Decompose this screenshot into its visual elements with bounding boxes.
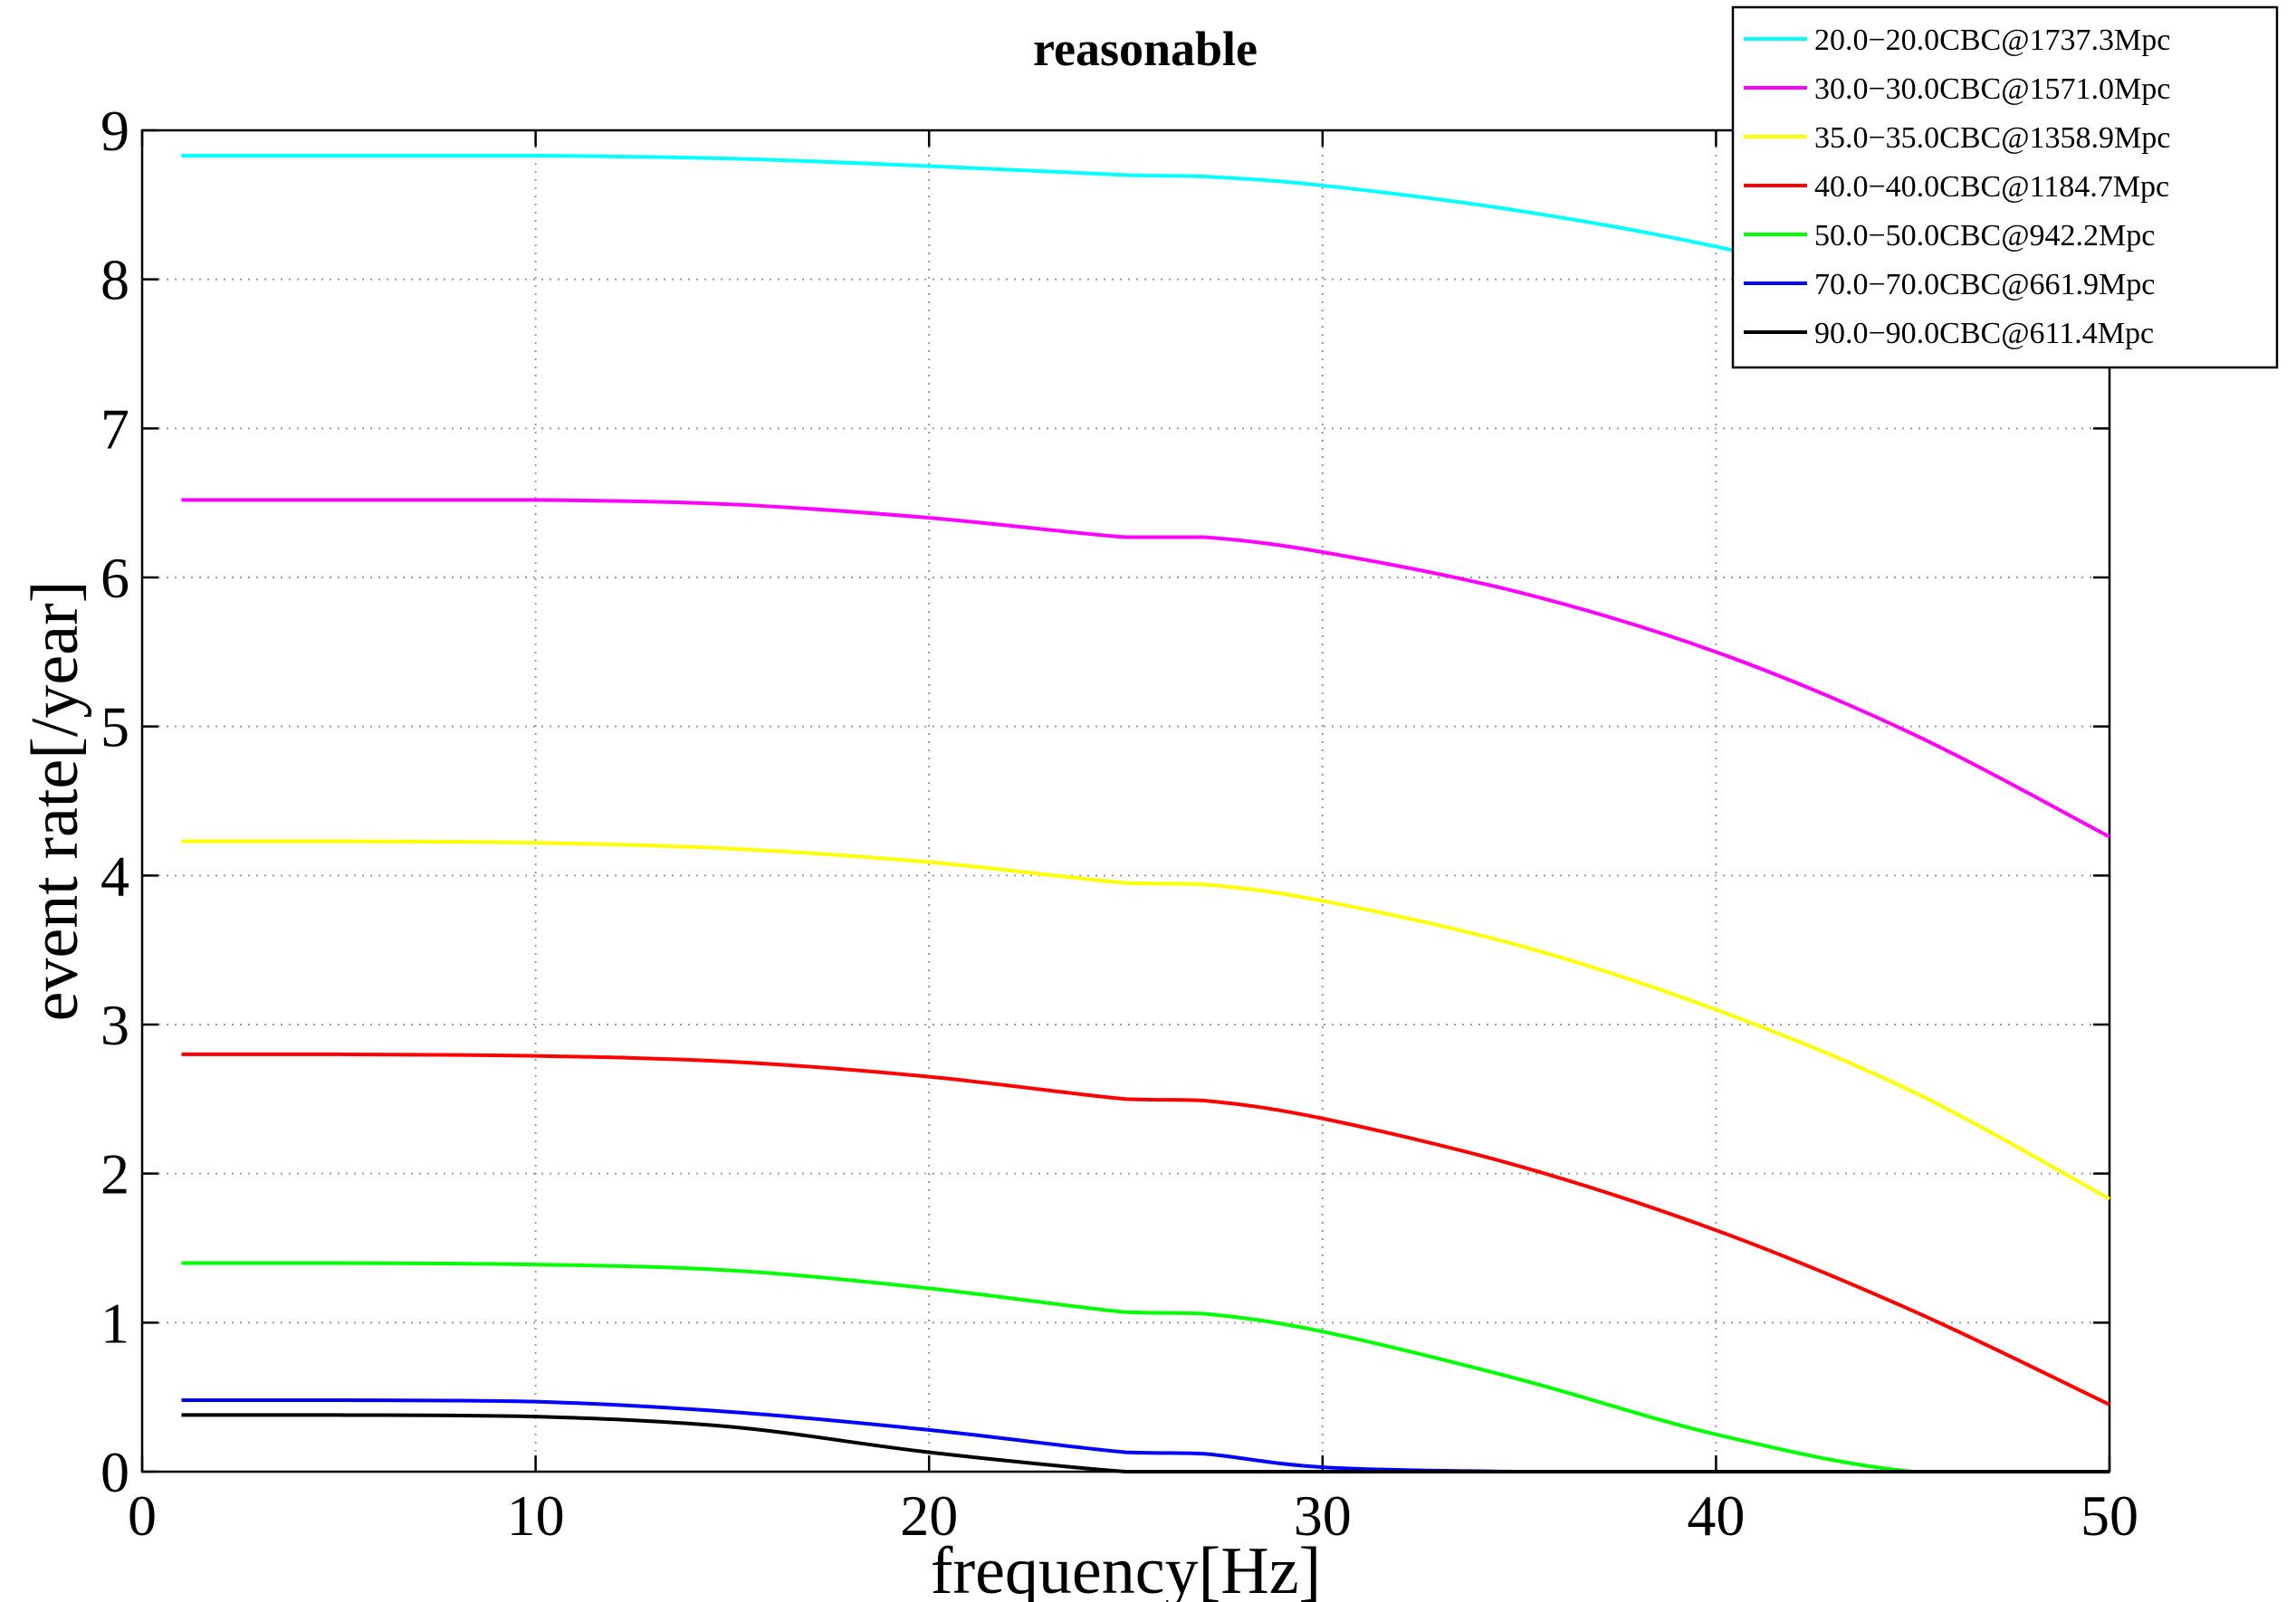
y-tick-label: 9: [100, 99, 129, 163]
legend-label: 90.0−90.0CBC@611.4Mpc: [1814, 317, 2154, 350]
legend-box: [1731, 5, 2279, 369]
y-tick-label: 4: [100, 844, 129, 908]
series-line: [181, 1413, 2109, 1474]
legend-label: 40.0−40.0CBC@1184.7Mpc: [1814, 170, 2169, 204]
y-tick-label: 0: [100, 1440, 129, 1504]
x-tick-label: 0: [128, 1483, 157, 1548]
chart-title: reasonable: [1033, 22, 1258, 76]
legend-label: 30.0−30.0CBC@1571.0Mpc: [1814, 72, 2170, 106]
y-tick-label: 7: [100, 396, 129, 461]
legend-label: 20.0−20.0CBC@1737.3Mpc: [1814, 24, 2170, 57]
ticks: 0 10 20 30 40 50 0 1 2 3 4 5 6 7 8 9: [100, 99, 2138, 1548]
legend-label: 50.0−50.0CBC@942.2Mpc: [1814, 219, 2155, 253]
series-line: [181, 1052, 2110, 1407]
x-tick-label: 50: [2081, 1483, 2138, 1548]
series-line: [181, 839, 2110, 1201]
y-tick-label: 6: [100, 546, 129, 610]
x-tick-label: 20: [900, 1483, 958, 1548]
x-axis-label: frequency[Hz]: [931, 1534, 1321, 1602]
x-tick-label: 10: [507, 1483, 565, 1548]
legend-label: 35.0−35.0CBC@1358.9Mpc: [1814, 121, 2170, 155]
y-tick-label: 3: [100, 993, 129, 1057]
y-tick-label: 1: [100, 1291, 129, 1355]
x-tick-label: 40: [1687, 1483, 1745, 1548]
y-tick-label: 5: [100, 695, 129, 759]
x-tick-label: 30: [1294, 1483, 1352, 1548]
series-lines: [181, 153, 2110, 1474]
series-line: [181, 1261, 2109, 1474]
y-tick-label: 8: [100, 248, 129, 312]
legend-label: 70.0−70.0CBC@661.9Mpc: [1814, 268, 2155, 301]
y-tick-label: 2: [100, 1142, 129, 1206]
series-line: [181, 498, 2110, 839]
legend: 20.0−20.0CBC@1737.3Mpc 30.0−30.0CBC@1571.…: [1731, 5, 2279, 369]
y-axis-label: event rate[/year]: [18, 581, 92, 1022]
